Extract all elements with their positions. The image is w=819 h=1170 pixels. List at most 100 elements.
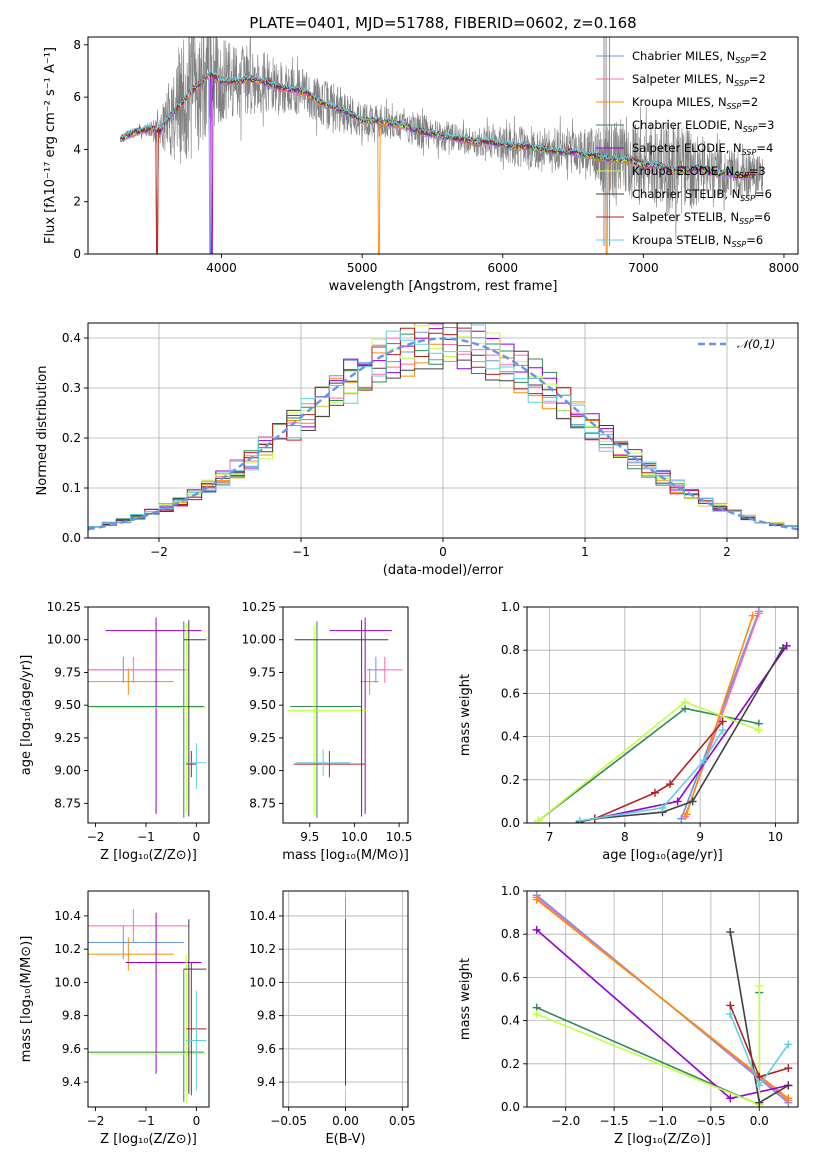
x-tick-label: 0	[439, 545, 447, 559]
y-tick-label: 6	[73, 90, 81, 104]
legend-entry: Salpeter ELODIE, NSSP=4	[632, 141, 773, 157]
errorbar-point	[290, 621, 362, 818]
y-axis-label: Normed distribution	[35, 366, 50, 496]
x-tick-label: 8000	[769, 261, 800, 275]
residuals-frame	[87, 322, 799, 539]
errorbar-point	[360, 668, 379, 695]
y-axis-label: mass weight	[458, 674, 473, 756]
x-tick-label: −1.5	[600, 1114, 629, 1128]
y-tick-label: 1.0	[501, 884, 520, 898]
y-tick-label: 9.75	[54, 665, 81, 679]
x-tick-label: −0.05	[270, 1114, 307, 1128]
spectrum-panel: 4000 5000 6000 7000 8000 0 2 4 6 8 wavelength [Ang…	[43, 36, 800, 294]
legend-entry: Kroupa MILES, NSSP=2	[632, 95, 758, 111]
mass-weight-marker	[532, 1010, 541, 1019]
mass-weight-marker	[688, 797, 697, 806]
mass-weight-line	[579, 729, 724, 822]
y-tick-label: 9.25	[249, 731, 276, 745]
x-axis-label: wavelength [Angstrom, rest frame]	[329, 279, 558, 294]
residual-histogram-panel: −2 −1 0 1 2 0.0 0.1 0.2 0.3 0.4 (data-model)/error…	[35, 322, 799, 578]
mass-weight-line	[536, 898, 789, 1100]
mass-vs-ebv-panel: −0.05 0.00 0.05 9.4 9.6 9.8 10.0 10.2 10.4 E(B-V)	[249, 890, 416, 1147]
x-tick-label: −1.0	[648, 1114, 677, 1128]
y-tick-label: 9.4	[62, 1075, 81, 1089]
legend-entry: Salpeter STELIB, NSSP=6	[632, 210, 771, 226]
x-tick-label: −2	[150, 545, 168, 559]
weight-vs-metallicity-panel: −2.0 −1.5 −1.0 −0.5 0.0 0.0 0.2 0.4 0.6 0.8 1.0 Z […	[458, 884, 799, 1147]
x-axis-label: E(B-V)	[325, 1132, 365, 1147]
mass-weight-marker	[650, 788, 659, 797]
mass-weight-line	[594, 720, 724, 820]
weight_vs_z-plot-area	[532, 891, 793, 1107]
y-tick-label: 9.6	[62, 1042, 81, 1056]
y-tick-label: 9.75	[249, 665, 276, 679]
errorbar-point	[88, 621, 204, 818]
x-tick-label: 8	[621, 830, 629, 844]
figure-title: PLATE=0401, MJD=51788, FIBERID=0602, z=0…	[249, 14, 636, 32]
age_vs_z-frame	[87, 606, 210, 824]
y-tick-label: 0.2	[62, 431, 81, 445]
y-tick-label: 9.6	[257, 1042, 276, 1056]
y-tick-label: 9.25	[54, 731, 81, 745]
weight_vs_age-grid	[527, 606, 798, 824]
x-tick-label: 5000	[347, 261, 378, 275]
age_vs_z-axes: −2 −1 0 8.75 9.00 9.25 9.50 9.75 10.00 10.25 Z [lo…	[19, 600, 200, 863]
mass-weight-marker	[784, 1094, 793, 1103]
y-tick-label: 0.8	[501, 927, 520, 941]
mass-weight-line	[537, 707, 760, 822]
spectrum-frame	[87, 36, 799, 255]
x-axis-label: (data-model)/error	[383, 563, 504, 578]
mass-weight-marker	[699, 756, 708, 765]
y-tick-label: 0.4	[501, 730, 520, 744]
residual-histogram-step	[88, 324, 798, 538]
x-axis-label: mass [log₁₀(M/M⊙)]	[282, 848, 409, 863]
x-axis-label: Z [log₁₀(Z/Z⊙)]	[100, 1132, 197, 1147]
x-tick-label: 9.5	[300, 830, 319, 844]
y-tick-label: 0.4	[62, 331, 81, 345]
errorbar-point	[88, 656, 189, 683]
mass-weight-marker	[784, 1064, 793, 1073]
legend-entry: Chabrier MILES, NSSP=2	[632, 49, 767, 65]
errorbar-point	[88, 909, 189, 943]
y-axis-label: mass [log₁₀(M/M⊙)]	[19, 936, 34, 1063]
mass-weight-marker	[726, 1094, 735, 1103]
y-tick-label: 9.50	[249, 698, 276, 712]
age_vs_mass-axes: 9.5 10.0 10.5 8.75 9.00 9.25 9.50 9.75 10.00 10.2…	[242, 600, 413, 863]
age_vs_mass-plot-area	[287, 617, 403, 818]
y-tick-label: 0.0	[501, 1100, 520, 1114]
age_vs_z-plot-area	[88, 617, 207, 818]
mass-weight-marker	[755, 982, 764, 991]
mass-weight-marker	[681, 698, 690, 707]
mass_vs_ebv-axes: −0.05 0.00 0.05 9.4 9.6 9.8 10.0 10.2 10.4 E(B-V)	[249, 909, 415, 1147]
residuals-axes: −2 −1 0 1 2 0.0 0.1 0.2 0.3 0.4 (data-model)/error…	[35, 331, 731, 578]
mass-weight-marker	[666, 780, 675, 789]
y-tick-label: 9.8	[62, 1009, 81, 1023]
x-tick-label: 10.5	[386, 830, 413, 844]
mass-weight-marker	[532, 925, 541, 934]
mass-weight-marker	[755, 1081, 764, 1090]
mass_vs_ebv-frame	[282, 890, 409, 1108]
y-tick-label: 0.6	[501, 970, 520, 984]
mass-weight-marker	[726, 928, 735, 937]
y-tick-label: 10.0	[249, 975, 276, 989]
x-tick-label: 0	[193, 830, 201, 844]
residual-legend: 𝒩(0,1)	[698, 337, 775, 351]
y-tick-label: 10.00	[242, 633, 276, 647]
legend-entry: Salpeter MILES, NSSP=2	[632, 72, 766, 88]
mass_vs_z-axes: −2 −1 0 9.4 9.6 9.8 10.0 10.2 10.4 Z [log₁₀(Z/Z⊙)…	[19, 909, 200, 1147]
y-tick-label: 9.00	[54, 764, 81, 778]
x-tick-label: 7000	[628, 261, 659, 275]
mass-weight-marker	[755, 1098, 764, 1107]
weight-vs-age-panel: 7 8 9 10 0.0 0.2 0.4 0.6 0.8 1.0 age [log₁₀(age/yr…	[458, 600, 799, 863]
mass-weight-marker	[658, 803, 667, 812]
x-tick-label: 0.00	[332, 1114, 359, 1128]
legend-entry: 𝒩(0,1)	[737, 337, 775, 351]
x-tick-label: 2	[723, 545, 731, 559]
errorbar-point	[375, 656, 403, 683]
weight_vs_age-frame	[526, 606, 799, 824]
mass-weight-marker	[534, 816, 543, 823]
y-axis-label: Flux [fλ10⁻¹⁷ erg cm⁻² s⁻¹ A⁻¹]	[43, 47, 58, 244]
y-axis-label: age [log₁₀(age/yr)]	[19, 655, 34, 776]
mass-weight-marker	[784, 1040, 793, 1049]
